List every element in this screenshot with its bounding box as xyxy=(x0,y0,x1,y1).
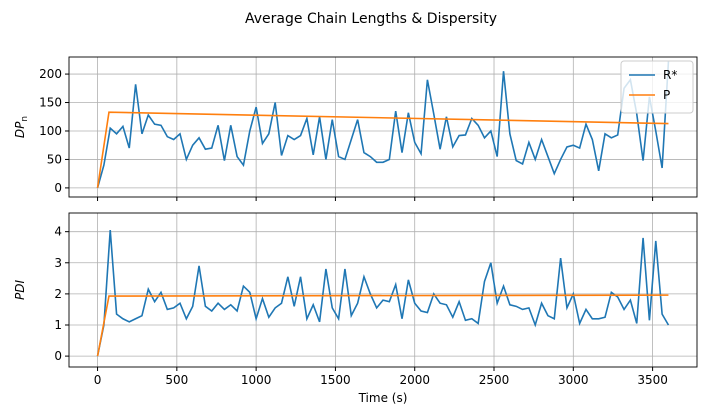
y-tick-label: 1 xyxy=(54,318,62,332)
y-axis-label: DPn xyxy=(13,116,30,138)
y-tick-label: 0 xyxy=(54,349,62,363)
y-axis-label: PDI xyxy=(13,280,27,300)
x-axis-label: Time (s) xyxy=(358,391,408,405)
y-tick-label: 3 xyxy=(54,256,62,270)
legend-label: R* xyxy=(663,68,677,82)
data-line xyxy=(96,230,670,357)
x-tick-label: 0 xyxy=(94,373,102,387)
x-tick-label: 500 xyxy=(165,373,188,387)
y-tick-label: 150 xyxy=(39,96,62,110)
y-tick-label: 4 xyxy=(54,225,62,239)
axes-frame xyxy=(68,212,698,368)
x-tick-label: 3500 xyxy=(637,373,668,387)
legend-label: P xyxy=(663,88,670,102)
x-tick-label: 2000 xyxy=(399,373,430,387)
axes-frame xyxy=(68,56,698,198)
x-tick-label: 1000 xyxy=(241,373,272,387)
legend-box xyxy=(620,60,694,114)
y-axis-label-main: PDI xyxy=(13,280,27,300)
y-tick-label: 2 xyxy=(54,287,62,301)
figure-title: Average Chain Lengths & Dispersity xyxy=(245,11,497,27)
data-line xyxy=(96,294,669,357)
x-tick-label: 2500 xyxy=(479,373,510,387)
y-tick-label: 50 xyxy=(47,152,62,166)
y-tick-label: 0 xyxy=(54,181,62,195)
y-tick-label: 200 xyxy=(39,67,62,81)
y-axis-label-main: DP xyxy=(13,121,27,138)
y-tick-label: 100 xyxy=(39,124,62,138)
data-line xyxy=(96,61,670,189)
y-axis-label-sub: n xyxy=(20,116,30,122)
x-tick-label: 3000 xyxy=(558,373,589,387)
data-line xyxy=(96,111,669,189)
x-tick-label: 1500 xyxy=(320,373,351,387)
